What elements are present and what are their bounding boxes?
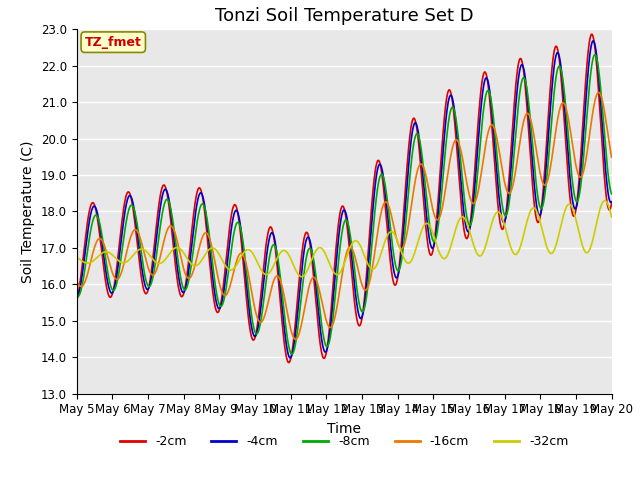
-4cm bbox=[608, 199, 616, 204]
-16cm bbox=[292, 336, 300, 342]
-2cm bbox=[285, 360, 292, 365]
-8cm bbox=[73, 293, 81, 299]
-4cm bbox=[192, 209, 200, 215]
-2cm bbox=[192, 196, 200, 202]
-32cm bbox=[298, 274, 305, 279]
-32cm bbox=[192, 263, 200, 269]
-2cm bbox=[545, 112, 552, 118]
-4cm bbox=[179, 289, 186, 295]
-8cm bbox=[288, 351, 296, 357]
-32cm bbox=[252, 256, 259, 262]
-16cm bbox=[73, 278, 81, 284]
-16cm bbox=[545, 175, 552, 180]
Line: -32cm: -32cm bbox=[77, 201, 612, 276]
-8cm bbox=[252, 330, 259, 336]
-4cm bbox=[286, 355, 294, 361]
-4cm bbox=[545, 133, 552, 139]
-32cm bbox=[545, 248, 552, 253]
Text: TZ_fmet: TZ_fmet bbox=[85, 36, 141, 48]
-2cm bbox=[73, 297, 81, 302]
-8cm bbox=[192, 229, 200, 235]
-2cm bbox=[179, 293, 186, 299]
-32cm bbox=[428, 226, 435, 232]
-32cm bbox=[497, 213, 505, 218]
-8cm bbox=[591, 52, 598, 58]
-4cm bbox=[589, 38, 597, 44]
Line: -2cm: -2cm bbox=[77, 34, 612, 362]
-4cm bbox=[497, 212, 505, 217]
X-axis label: Time: Time bbox=[327, 422, 361, 436]
-32cm bbox=[179, 249, 186, 254]
-8cm bbox=[497, 195, 505, 201]
-2cm bbox=[428, 252, 435, 258]
Title: Tonzi Soil Temperature Set D: Tonzi Soil Temperature Set D bbox=[215, 7, 474, 25]
-4cm bbox=[73, 296, 81, 301]
-16cm bbox=[428, 200, 435, 205]
-32cm bbox=[601, 198, 609, 204]
-2cm bbox=[608, 201, 616, 206]
-16cm bbox=[192, 259, 200, 265]
-16cm bbox=[252, 309, 259, 314]
-2cm bbox=[588, 31, 596, 37]
-32cm bbox=[608, 214, 616, 220]
-4cm bbox=[428, 244, 435, 250]
-16cm bbox=[595, 89, 602, 95]
-8cm bbox=[608, 191, 616, 197]
-4cm bbox=[252, 333, 259, 339]
Legend: -2cm, -4cm, -8cm, -16cm, -32cm: -2cm, -4cm, -8cm, -16cm, -32cm bbox=[115, 430, 573, 453]
Y-axis label: Soil Temperature (C): Soil Temperature (C) bbox=[21, 140, 35, 283]
-8cm bbox=[545, 157, 552, 163]
-16cm bbox=[497, 161, 505, 167]
Line: -4cm: -4cm bbox=[77, 41, 612, 358]
Line: -16cm: -16cm bbox=[77, 92, 612, 339]
-16cm bbox=[608, 154, 616, 160]
-8cm bbox=[428, 232, 435, 238]
-2cm bbox=[252, 333, 259, 338]
Line: -8cm: -8cm bbox=[77, 55, 612, 354]
-16cm bbox=[179, 262, 186, 268]
-8cm bbox=[179, 284, 186, 289]
-32cm bbox=[73, 254, 81, 260]
-2cm bbox=[497, 225, 505, 230]
